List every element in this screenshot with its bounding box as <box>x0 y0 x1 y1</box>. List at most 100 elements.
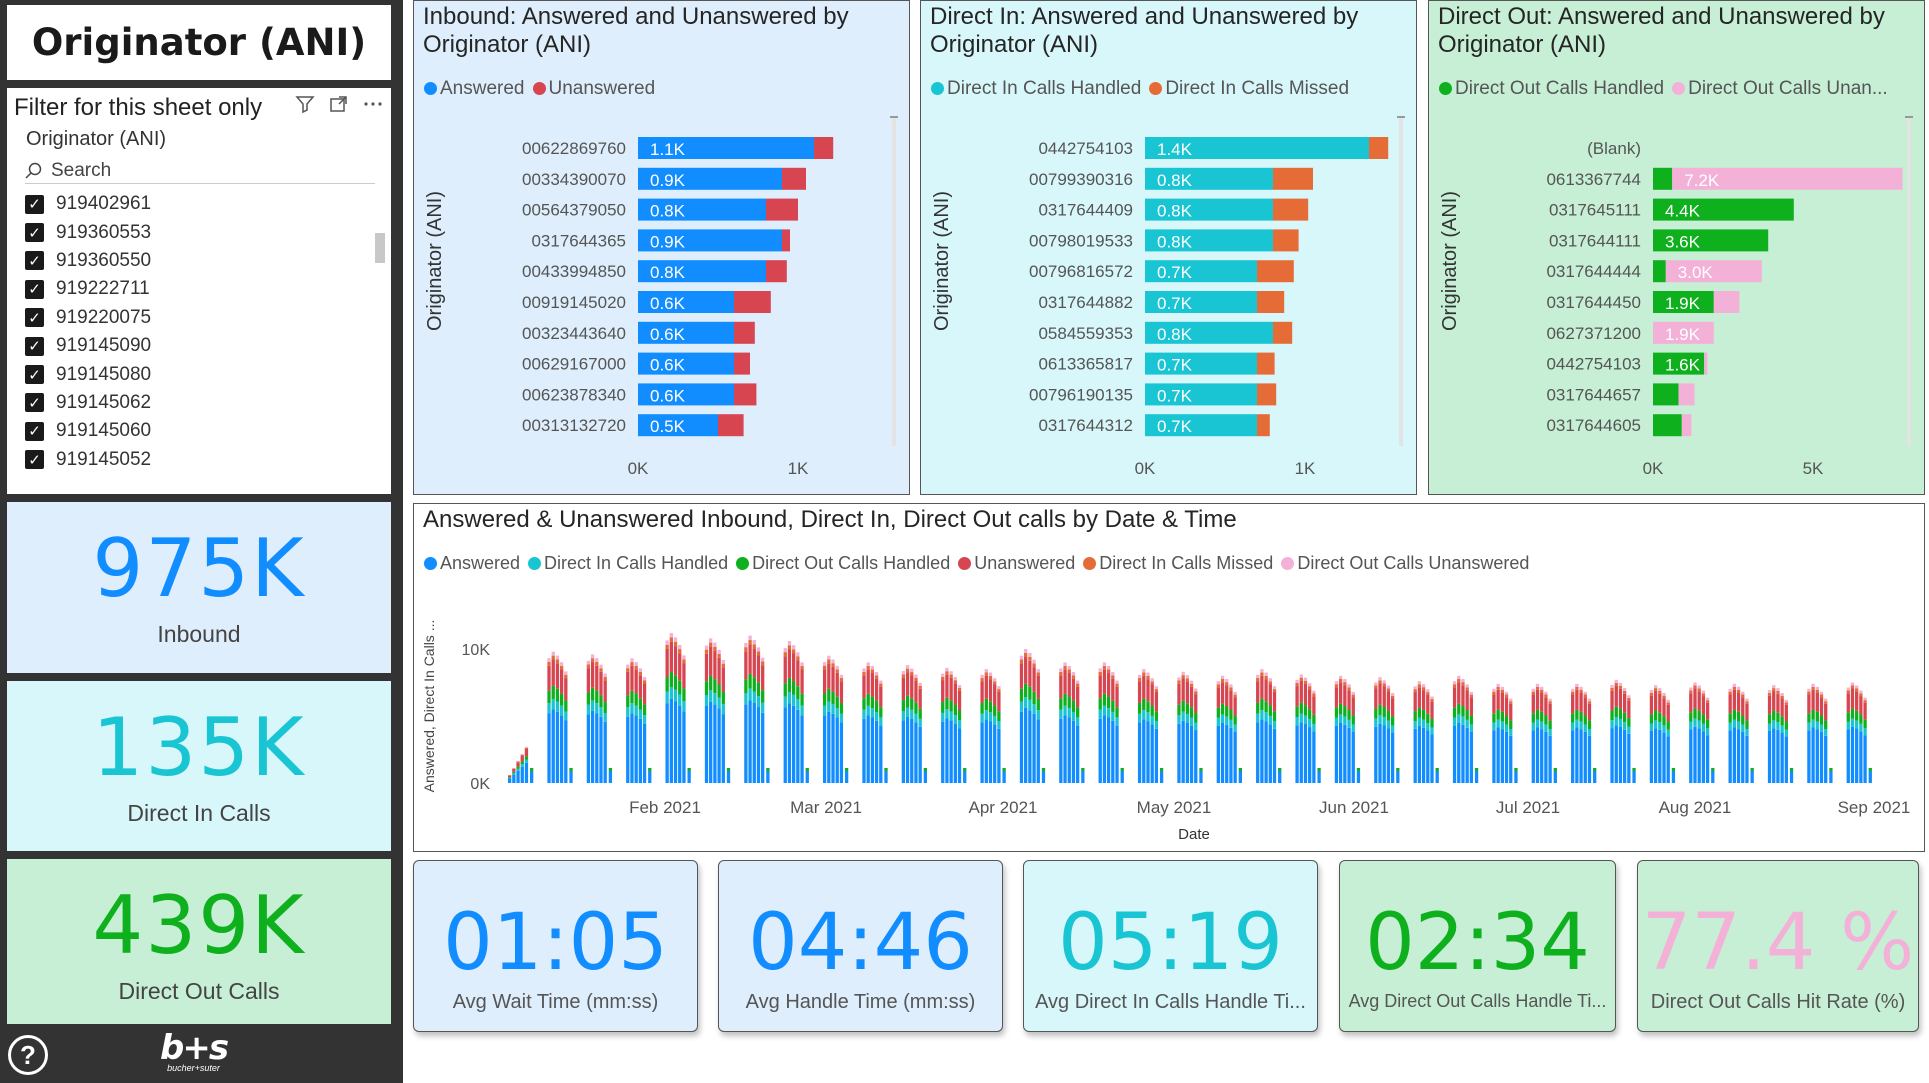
timeline-bar-segment <box>1303 724 1308 783</box>
filter-list-item[interactable]: ✓ 919360553 <box>25 218 365 246</box>
timeline-bar-segment <box>1059 698 1063 710</box>
category-label: 00796816572 <box>1029 262 1133 281</box>
legend-label: Direct Out Calls Unanswered <box>1297 553 1530 573</box>
kpi-direct-out-hit-rate: 77.4 % Direct Out Calls Hit Rate (%) <box>1637 860 1919 1032</box>
inbound-bar-chart[interactable]: Originator (ANI) 00622869760 1.1K 003343900… <box>414 86 908 496</box>
direct-in-chart-panel[interactable]: Direct In: Answered and Unanswered by Or… <box>920 0 1417 495</box>
bar-segment <box>1145 321 1273 344</box>
timeline-bar-segment <box>1220 682 1225 704</box>
checkbox-checked-icon[interactable]: ✓ <box>25 308 44 328</box>
timeline-bar-segment <box>874 672 879 676</box>
timeline-bar-segment <box>1859 731 1863 783</box>
more-options-icon[interactable] <box>363 94 383 120</box>
timeline-bar-segment <box>1736 711 1741 722</box>
legend-item[interactable]: Unanswered <box>958 553 1075 574</box>
timeline-bar-segment <box>1540 692 1544 712</box>
filter-list-item[interactable]: ✓ 919222711 <box>25 275 365 303</box>
timeline-bar-segment <box>1295 686 1299 707</box>
legend-item[interactable]: Answered <box>424 78 525 100</box>
direct-out-chart-panel[interactable]: Direct Out: Answered and Unanswered by O… <box>1428 0 1925 495</box>
filter-list-item[interactable]: ✓ 919145062 <box>25 389 365 417</box>
expand-icon[interactable] <box>329 94 349 120</box>
timeline-bar-segment <box>516 768 520 771</box>
checkbox-checked-icon[interactable]: ✓ <box>25 251 44 271</box>
filter-list-item[interactable]: ✓ 919402961 <box>25 190 365 218</box>
timeline-bar-segment <box>1784 699 1788 703</box>
timeline-bar-segment <box>1154 691 1159 712</box>
timeline-bar-segment <box>918 718 922 727</box>
checkbox-checked-icon[interactable]: ✓ <box>25 393 44 413</box>
checkbox-checked-icon[interactable]: ✓ <box>25 194 44 214</box>
checkbox-checked-icon[interactable]: ✓ <box>25 421 44 441</box>
checkbox-checked-icon[interactable]: ✓ <box>25 223 44 243</box>
timeline-bar-segment <box>551 659 555 686</box>
legend-item[interactable]: Unanswered <box>532 78 655 100</box>
filter-list-item[interactable]: ✓ 919360550 <box>25 247 365 275</box>
filter-list-item[interactable]: ✓ 919145090 <box>25 332 365 360</box>
timeline-bar-segment <box>1435 768 1439 771</box>
filter-search-input[interactable]: Search <box>25 158 375 184</box>
inbound-chart-panel[interactable]: Inbound: Answered and Unanswered by Orig… <box>413 0 910 495</box>
timeline-bar-segment <box>1374 682 1378 686</box>
checkbox-checked-icon[interactable]: ✓ <box>25 365 44 385</box>
timeline-bar-segment <box>1063 662 1067 667</box>
timeline-bar-segment <box>1303 684 1308 706</box>
timeline-bar-segment <box>988 679 993 702</box>
funnel-icon[interactable] <box>295 94 315 120</box>
checkbox-checked-icon[interactable]: ✓ <box>25 336 44 356</box>
filter-list-item[interactable]: ✓ 919220075 <box>25 304 365 332</box>
timeline-bar-segment <box>1417 687 1422 708</box>
timeline-bar-segment <box>704 645 709 650</box>
timeline-bar-segment <box>839 678 844 682</box>
timeline-bar-segment <box>752 640 756 645</box>
timeline-bar-segment <box>1177 677 1181 681</box>
legend-item[interactable]: Direct In Calls Handled <box>931 78 1141 100</box>
bar-segment <box>782 167 806 190</box>
timeline-bar-segment <box>1268 715 1272 725</box>
filter-list-item[interactable]: ✓ 919145080 <box>25 360 365 388</box>
timeline-bar-segment <box>744 679 748 694</box>
timeline-bar-segment <box>638 668 643 672</box>
timeline-chart-panel[interactable]: Answered & Unanswered Inbound, Direct In… <box>413 503 1925 852</box>
timeline-bar-segment <box>988 672 993 676</box>
legend-item[interactable]: Direct In Calls Handled <box>528 553 728 574</box>
help-icon[interactable]: ? <box>8 1035 48 1075</box>
category-label: 0317644657 <box>1546 385 1641 404</box>
timeline-bar-segment <box>941 712 945 722</box>
legend-item[interactable]: Direct Out Calls Handled <box>736 553 950 574</box>
timeline-bar-segment <box>1824 701 1828 704</box>
direct-in-bar-chart[interactable]: Originator (ANI) 0442754103 1.4K 0079939031… <box>921 86 1415 496</box>
legend-label: Direct In Calls Handled <box>544 553 729 573</box>
legend-item[interactable]: Answered <box>424 553 520 574</box>
kpi-label: Avg Direct In Calls Handle Ti... <box>1035 991 1306 1013</box>
legend-item[interactable]: Direct In Calls Missed <box>1083 553 1273 574</box>
timeline-bar-segment <box>512 774 516 783</box>
category-label: 0627371200 <box>1546 324 1641 343</box>
timeline-bar-segment <box>1386 685 1391 689</box>
timeline-bar-segment <box>993 724 997 783</box>
timeline-bar-segment <box>1579 686 1583 690</box>
legend-item[interactable]: Direct Out Calls Unanswered <box>1281 553 1529 574</box>
direct-out-bar-chart[interactable]: Originator (ANI) (Blank) 0613367744 7.2K 031… <box>1429 86 1923 496</box>
timeline-stacked-chart[interactable]: Answered, Direct In Calls ... 10K 0K Feb 20… <box>414 566 1924 851</box>
filter-scrollbar[interactable] <box>375 233 385 263</box>
timeline-bar-segment <box>874 678 879 701</box>
timeline-bar-segment <box>586 664 591 669</box>
legend-item[interactable]: Direct Out Calls Unan... <box>1672 78 1888 100</box>
checkbox-checked-icon[interactable]: ✓ <box>25 450 44 470</box>
timeline-bar-segment <box>1339 703 1343 715</box>
filter-list-item[interactable]: ✓ 919145052 <box>25 446 365 474</box>
timeline-bar-segment <box>1059 718 1063 783</box>
timeline-bar-segment <box>1351 694 1355 698</box>
timeline-bar-segment <box>822 669 827 694</box>
timeline-bar-segment <box>822 705 827 716</box>
filter-list-item[interactable]: ✓ 919145060 <box>25 417 365 445</box>
legend-item[interactable]: Direct Out Calls Handled <box>1439 78 1664 100</box>
timeline-bar-segment <box>586 660 591 665</box>
timeline-bar-segment <box>1098 671 1102 676</box>
checkbox-checked-icon[interactable]: ✓ <box>25 279 44 299</box>
legend-item[interactable]: Direct In Calls Missed <box>1149 78 1349 100</box>
timeline-bar-segment <box>1189 717 1194 726</box>
timeline-bar-segment <box>1216 681 1220 685</box>
timeline-bar-segment <box>1492 730 1496 783</box>
